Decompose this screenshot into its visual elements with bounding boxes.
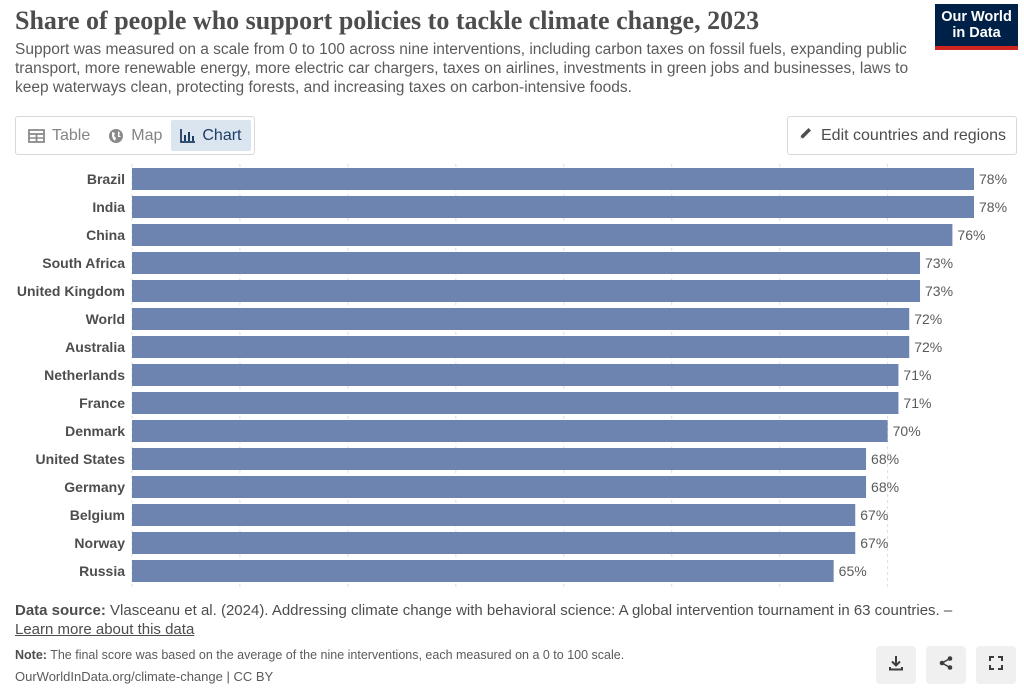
fullscreen-icon [989, 655, 1003, 675]
category-label: China [86, 227, 125, 243]
bar[interactable] [132, 392, 899, 414]
category-label: Denmark [65, 423, 125, 439]
source-text: Vlasceanu et al. (2024). Addressing clim… [110, 602, 953, 619]
value-label: 67% [860, 507, 888, 523]
category-label: France [79, 395, 125, 411]
edit-countries-label: Edit countries and regions [821, 126, 1006, 144]
value-label: 72% [914, 339, 942, 355]
note-text: The final score was based on the average… [50, 648, 625, 662]
learn-more-link[interactable]: Learn more about this data [15, 621, 195, 638]
chart-title: Share of people who support policies to … [15, 6, 760, 35]
bar[interactable] [132, 532, 856, 554]
bars: Brazil 78% India 78% China 76% South Africa 73%… [17, 168, 1007, 582]
category-label: World [86, 311, 125, 327]
share-icon [938, 655, 954, 676]
logo-line-1: Our World [941, 9, 1012, 25]
value-label: 71% [903, 395, 931, 411]
value-label: 67% [860, 535, 888, 551]
category-label: Netherlands [44, 367, 125, 383]
source-label: Data source: [15, 602, 106, 619]
bar[interactable] [132, 504, 856, 526]
tab-map[interactable]: Map [99, 120, 171, 151]
edit-countries-button[interactable]: Edit countries and regions [787, 116, 1017, 155]
value-label: 68% [871, 479, 899, 495]
owid-logo[interactable]: Our World in Data [935, 4, 1018, 50]
bar[interactable] [132, 364, 899, 386]
view-tabs: Table Map Chart [15, 116, 255, 155]
pencil-icon [798, 126, 813, 146]
logo-line-2: in Data [952, 25, 1001, 41]
category-label: Brazil [87, 171, 125, 187]
tab-table[interactable]: Table [19, 120, 99, 151]
value-label: 68% [871, 451, 899, 467]
bar[interactable] [132, 420, 888, 442]
data-source: Data source: Vlasceanu et al. (2024). Ad… [15, 601, 975, 639]
category-label: Russia [79, 563, 125, 579]
chart-icon [180, 128, 196, 143]
fullscreen-button[interactable] [976, 646, 1016, 684]
category-label: South Africa [42, 255, 125, 271]
category-label: India [92, 199, 125, 215]
download-button[interactable] [876, 646, 916, 684]
category-label: Germany [64, 479, 125, 495]
value-label: 71% [903, 367, 931, 383]
table-icon [28, 128, 45, 143]
tab-chart-label: Chart [202, 126, 242, 144]
value-label: 73% [925, 255, 953, 271]
category-label: Belgium [70, 507, 125, 523]
bar[interactable] [132, 196, 974, 218]
category-label: United States [36, 451, 126, 467]
value-label: 73% [925, 283, 953, 299]
category-label: Australia [65, 339, 125, 355]
category-label: United Kingdom [17, 283, 125, 299]
value-label: 70% [893, 423, 921, 439]
bar[interactable] [132, 224, 953, 246]
value-label: 72% [914, 311, 942, 327]
tab-table-label: Table [52, 126, 91, 144]
tab-chart[interactable]: Chart [171, 120, 251, 151]
bar[interactable] [132, 476, 867, 498]
chart-note: Note: The final score was based on the a… [15, 648, 624, 662]
bar[interactable] [132, 252, 921, 274]
credit-line[interactable]: OurWorldInData.org/climate-change | CC B… [15, 669, 274, 684]
value-label: 76% [957, 227, 985, 243]
download-icon [888, 655, 904, 676]
tab-map-label: Map [131, 126, 163, 144]
bar[interactable] [132, 336, 910, 358]
note-label: Note: [15, 648, 47, 662]
value-label: 78% [979, 171, 1007, 187]
globe-icon [108, 128, 124, 144]
bar[interactable] [132, 560, 834, 582]
bar[interactable] [132, 280, 921, 302]
value-label: 78% [979, 199, 1007, 215]
value-label: 65% [839, 563, 867, 579]
bar[interactable] [132, 308, 910, 330]
category-label: Norway [74, 535, 125, 551]
bar[interactable] [132, 168, 974, 190]
bar[interactable] [132, 448, 867, 470]
bar-chart: Brazil 78% India 78% China 76% South Africa 73%… [17, 164, 1007, 588]
share-button[interactable] [926, 646, 966, 684]
chart-subtitle: Support was measured on a scale from 0 t… [15, 41, 909, 96]
